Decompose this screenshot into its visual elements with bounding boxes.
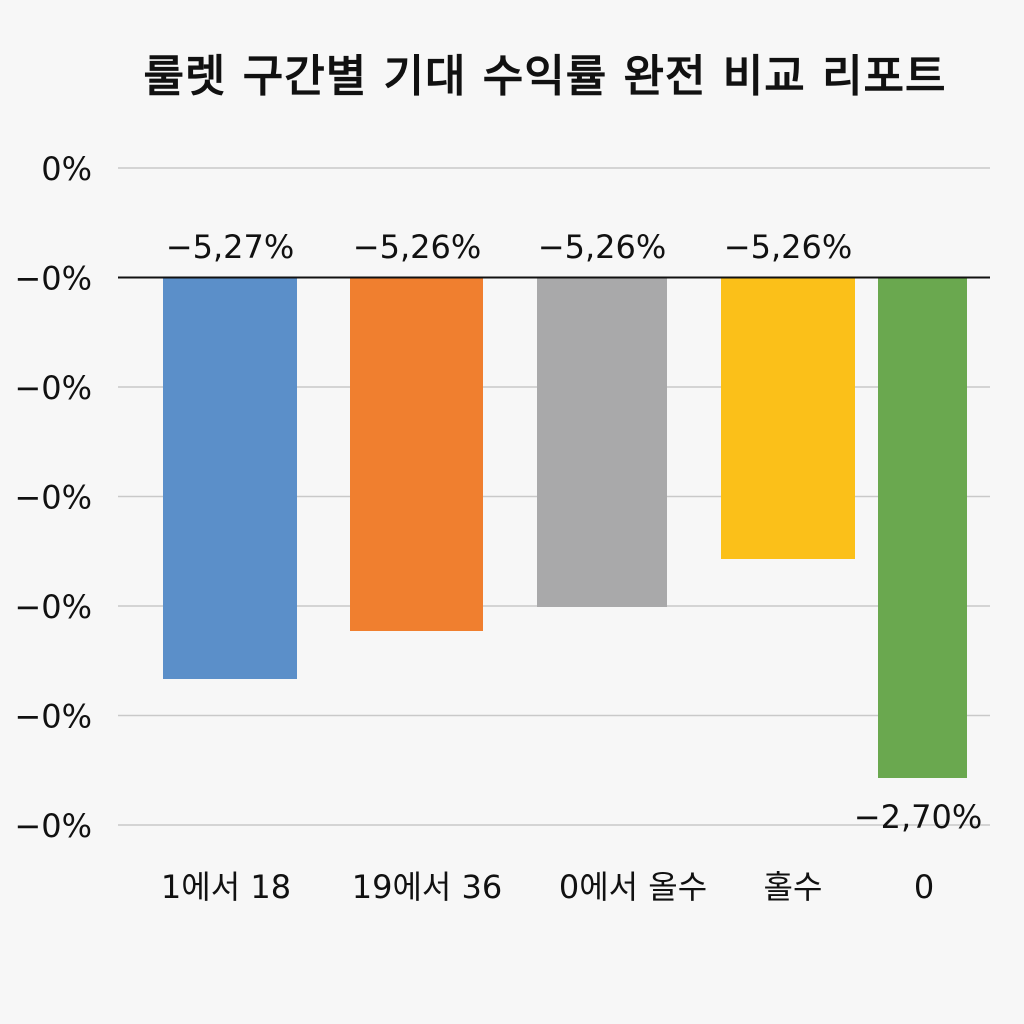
y-tick-label: −0% — [14, 588, 92, 626]
y-tick-label: −0% — [14, 369, 92, 407]
y-tick-label: 0% — [41, 150, 92, 188]
bar — [163, 278, 297, 679]
x-tick-label: 1에서 18 — [161, 868, 291, 906]
data-label: −5,26% — [538, 228, 666, 266]
y-tick-label: −0% — [14, 479, 92, 517]
x-tick-label: 0에서 올수 — [559, 868, 707, 906]
chart-title: 룰렛 구간별 기대 수익률 완전 비교 리포트 — [143, 51, 947, 102]
x-tick-label: 0 — [914, 868, 934, 906]
data-label: −2,70% — [854, 798, 982, 836]
data-label: −5,26% — [724, 228, 852, 266]
data-label: −5,27% — [166, 228, 294, 266]
data-label: −5,26% — [353, 228, 481, 266]
bar — [878, 278, 967, 778]
y-tick-label: −0% — [14, 260, 92, 298]
x-tick-label: 홀수 — [764, 868, 823, 906]
bar — [350, 278, 483, 631]
bar — [721, 278, 855, 559]
bar — [537, 278, 667, 607]
x-tick-label: 19에서 36 — [352, 868, 503, 906]
y-tick-label: −0% — [14, 807, 92, 845]
y-tick-label: −0% — [14, 698, 92, 736]
